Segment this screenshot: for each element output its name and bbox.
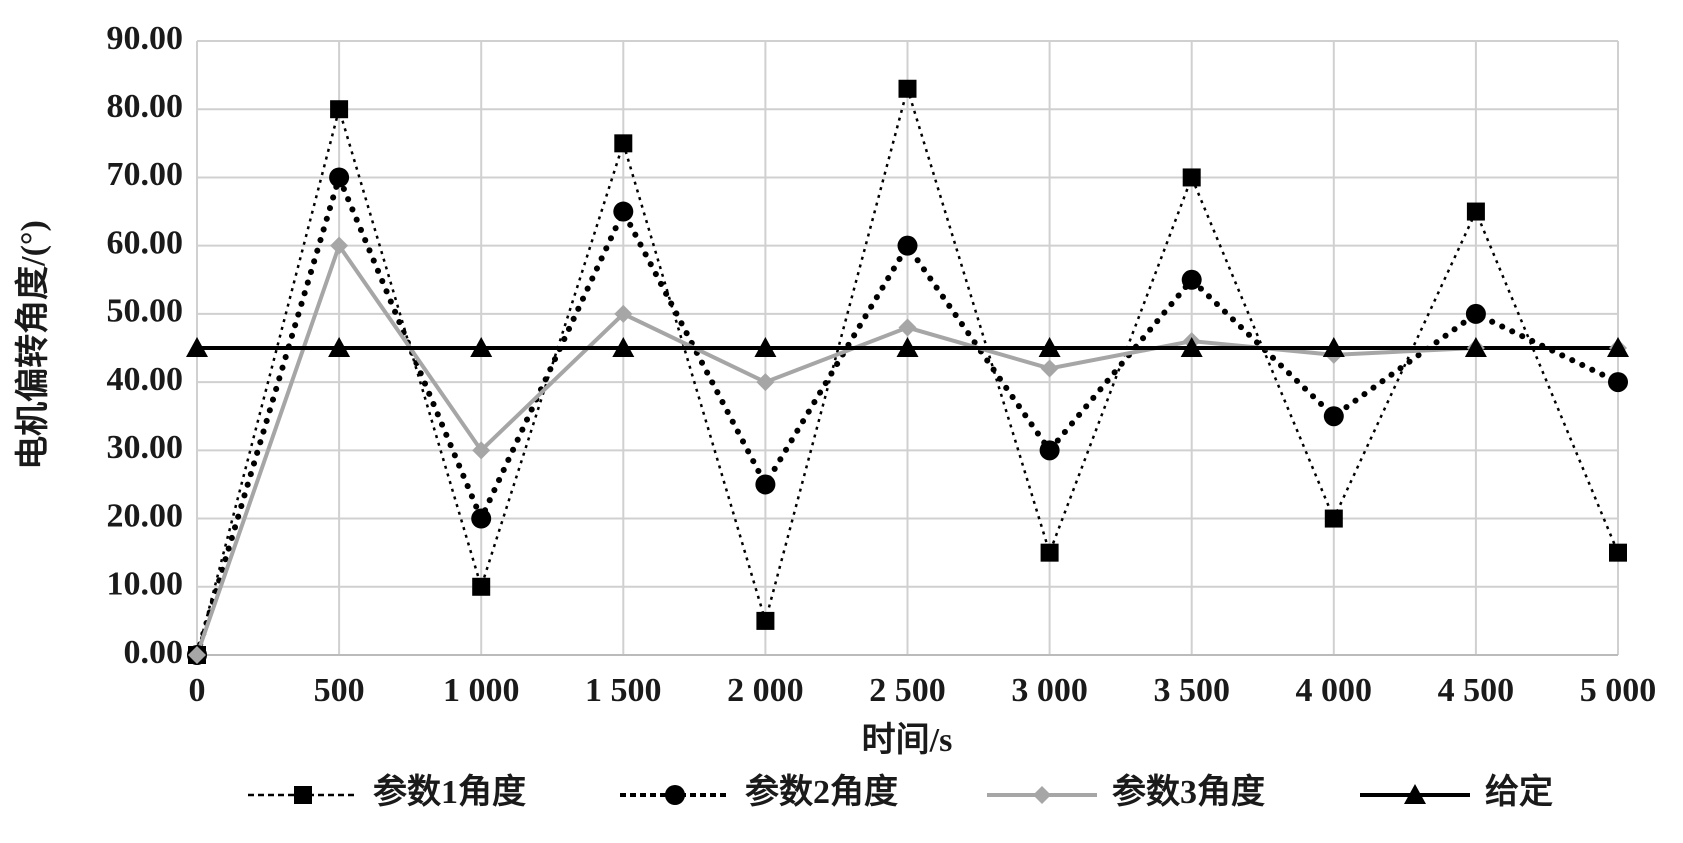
x-tick-label: 5 000 — [1580, 672, 1657, 709]
series-line — [194, 168, 1621, 658]
x-tick-label: 3 000 — [1011, 672, 1088, 709]
data-point — [614, 134, 633, 153]
x-tick-label: 4 000 — [1296, 672, 1373, 709]
x-tick-label: 4 500 — [1438, 672, 1515, 709]
data-point — [1465, 303, 1486, 324]
y-tick-label: 50.00 — [107, 293, 184, 330]
legend-marker — [665, 785, 685, 805]
data-point — [329, 167, 350, 188]
data-point — [1466, 202, 1485, 221]
x-tick-label: 0 — [189, 672, 206, 709]
y-tick-label: 90.00 — [107, 20, 184, 57]
data-point — [1323, 406, 1344, 427]
legend-label: 参数2角度 — [745, 773, 898, 811]
data-point — [471, 508, 492, 529]
x-tick-label: 500 — [314, 672, 365, 709]
data-point — [612, 337, 635, 357]
y-axis-title: 电机偏转角度/(°) — [14, 220, 52, 470]
data-point — [1039, 440, 1060, 461]
y-tick-label: 30.00 — [107, 429, 184, 466]
data-point — [1322, 337, 1345, 357]
data-point — [898, 79, 917, 98]
data-point — [1040, 543, 1059, 562]
legend-label: 参数1角度 — [373, 773, 526, 811]
y-tick-label: 20.00 — [107, 497, 184, 534]
data-point — [755, 474, 776, 495]
data-point — [614, 304, 633, 323]
y-tick-label: 70.00 — [107, 156, 184, 193]
x-tick-label: 2 500 — [869, 672, 946, 709]
data-point — [1181, 269, 1202, 290]
x-tick-label: 2 000 — [727, 672, 804, 709]
x-axis-title: 时间/s — [862, 721, 953, 759]
data-point — [1608, 372, 1628, 393]
data-point — [754, 337, 777, 357]
data-point — [756, 611, 775, 630]
data-point — [328, 337, 351, 357]
data-point — [470, 337, 493, 357]
y-tick-label: 10.00 — [107, 566, 184, 603]
data-point — [188, 646, 206, 664]
data-point — [896, 337, 919, 357]
x-tick-label: 1 500 — [585, 672, 662, 709]
data-point — [1038, 337, 1061, 357]
data-point — [330, 236, 349, 255]
legend-label: 参数3角度 — [1112, 773, 1265, 811]
x-tick-label: 3 500 — [1153, 672, 1230, 709]
legend-marker — [1033, 786, 1051, 804]
x-tick-label: 1 000 — [443, 672, 520, 709]
legend-marker — [294, 786, 312, 804]
data-point — [756, 373, 775, 392]
data-point — [330, 100, 349, 119]
y-tick-label: 60.00 — [107, 224, 184, 261]
data-point — [1609, 543, 1627, 562]
y-tick-label: 0.00 — [124, 634, 184, 671]
data-point — [186, 337, 208, 357]
data-point — [1180, 337, 1203, 357]
data-point — [472, 577, 491, 596]
y-tick-label: 40.00 — [107, 361, 184, 398]
data-point — [897, 235, 918, 256]
data-point — [613, 201, 634, 222]
legend-label: 给定 — [1485, 773, 1553, 811]
legend-marker — [1404, 784, 1426, 804]
data-point — [1464, 337, 1487, 357]
y-tick-label: 80.00 — [107, 88, 184, 125]
data-point — [1607, 337, 1629, 357]
data-point — [472, 441, 491, 460]
data-point — [1040, 359, 1059, 378]
data-point — [1182, 168, 1201, 187]
data-point — [1324, 509, 1343, 528]
data-point — [898, 318, 917, 337]
